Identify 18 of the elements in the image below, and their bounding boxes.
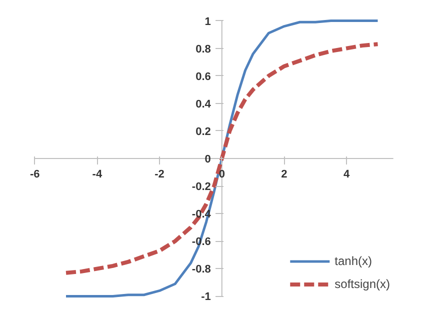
y-tick-label: 0.8 (196, 43, 211, 56)
legend-label: tanh(x) (334, 254, 372, 268)
x-tick-label: -4 (92, 168, 103, 180)
y-tick-label: 0.4 (196, 98, 212, 110)
x-tick-label: 2 (281, 168, 288, 180)
x-tick-label: 4 (344, 168, 351, 180)
y-tick-label: 0.6 (196, 70, 211, 83)
line-series (64, 42, 380, 275)
x-tick-label: -6 (30, 168, 40, 180)
x-tick-label: 0 (218, 168, 225, 180)
x-tick-label: -2 (154, 168, 164, 180)
y-tick-label: 0.2 (196, 126, 211, 138)
y-tick-label: -0.2 (192, 181, 211, 194)
y-tick-label: -1 (201, 291, 211, 304)
y-tick-label: 1 (204, 16, 211, 28)
y-tick-label: -0.8 (192, 264, 211, 276)
legend-label: softsign(x) (334, 277, 390, 291)
y-tick-label: 0 (204, 154, 211, 166)
